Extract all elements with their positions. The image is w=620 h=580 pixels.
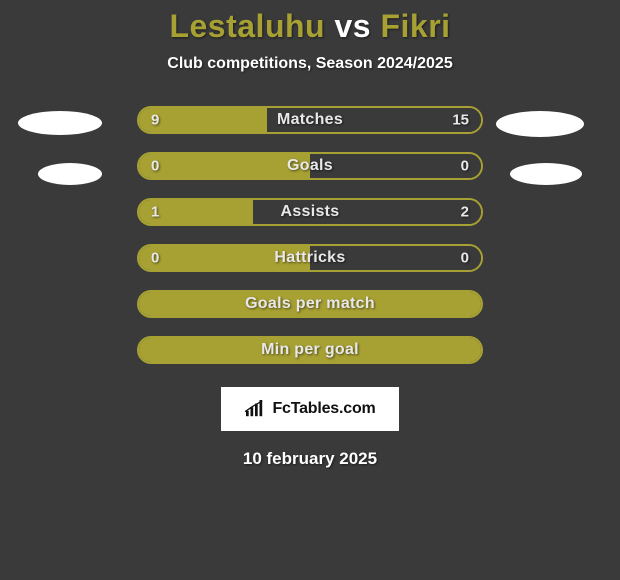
stat-value-right: 0 — [461, 250, 469, 267]
stats-area: Matches915Goals00Assists12Hattricks00Goa… — [0, 97, 620, 373]
stat-row: Goals 0 0 — [0, 143, 620, 189]
stat-bar-track: Matches 9 15 — [137, 106, 483, 134]
title-player2: Fikri — [380, 8, 450, 44]
stat-label: Goals per match — [245, 295, 375, 313]
stat-value-right: 15 — [452, 112, 469, 129]
stat-bar-track: Goals 0 0 — [137, 152, 483, 180]
stat-bar-track: Min per goal — [137, 336, 483, 364]
source-badge-text: FcTables.com — [272, 400, 375, 418]
stat-label: Min per goal — [261, 341, 359, 359]
stat-value-right: 0 — [461, 158, 469, 175]
stat-row: Matches 9 15 — [0, 97, 620, 143]
stat-value-left: 0 — [151, 158, 159, 175]
stat-row: Goals per match — [0, 281, 620, 327]
source-badge: FcTables.com — [221, 387, 399, 431]
bar-chart-icon — [244, 400, 266, 418]
stat-value-left: 1 — [151, 204, 159, 221]
stat-bar-track: Goals per match — [137, 290, 483, 318]
page-title: Lestaluhu vs Fikri — [0, 8, 620, 45]
stat-label: Hattricks — [274, 249, 345, 267]
subtitle: Club competitions, Season 2024/2025 — [0, 55, 620, 73]
infographic-container: Lestaluhu vs Fikri Club competitions, Se… — [0, 0, 620, 469]
title-vs: vs — [334, 8, 371, 44]
stat-bar-left — [139, 154, 310, 178]
stat-value-right: 2 — [461, 204, 469, 221]
stat-label: Assists — [280, 203, 339, 221]
stat-row: Assists 1 2 — [0, 189, 620, 235]
stat-label: Goals — [287, 157, 333, 175]
stat-row: Min per goal — [0, 327, 620, 373]
stat-label: Matches — [277, 111, 343, 129]
stat-row: Hattricks 0 0 — [0, 235, 620, 281]
stat-bar-right — [310, 154, 481, 178]
date-text: 10 february 2025 — [0, 449, 620, 469]
title-player1: Lestaluhu — [169, 8, 325, 44]
stat-bar-track: Hattricks 0 0 — [137, 244, 483, 272]
stat-value-left: 0 — [151, 250, 159, 267]
stat-bar-track: Assists 1 2 — [137, 198, 483, 226]
stat-value-left: 9 — [151, 112, 159, 129]
